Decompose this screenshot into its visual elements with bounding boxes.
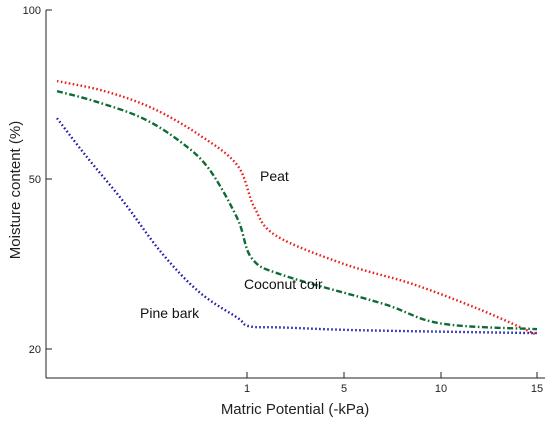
y-tick-label-100: 100 [23, 5, 41, 17]
x-axis-title: Matric Potential (-kPa) [221, 401, 369, 418]
y-tick-label-20: 20 [29, 344, 41, 356]
series-line-peat [56, 79, 538, 336]
series-label-coconut-coir: Coconut coir [244, 276, 323, 292]
y-axis-title: Moisture content (%) [7, 121, 24, 259]
series-line-coconut-coir [56, 89, 538, 331]
x-tick-label-1: 1 [244, 383, 250, 395]
plot-area [45, 10, 545, 379]
y-tick-label-50: 50 [29, 174, 41, 186]
y-ticks: 100 50 20 [23, 5, 52, 356]
series-label-peat: Peat [260, 168, 289, 184]
x-tick-label-10: 10 [435, 383, 447, 395]
series-line-pine-bark [56, 117, 538, 335]
x-ticks: 1 5 10 15 [244, 372, 543, 395]
series-group [56, 79, 538, 336]
x-tick-label-15: 15 [531, 383, 543, 395]
x-tick-label-5: 5 [341, 383, 347, 395]
series-label-pine-bark: Pine bark [140, 305, 200, 321]
